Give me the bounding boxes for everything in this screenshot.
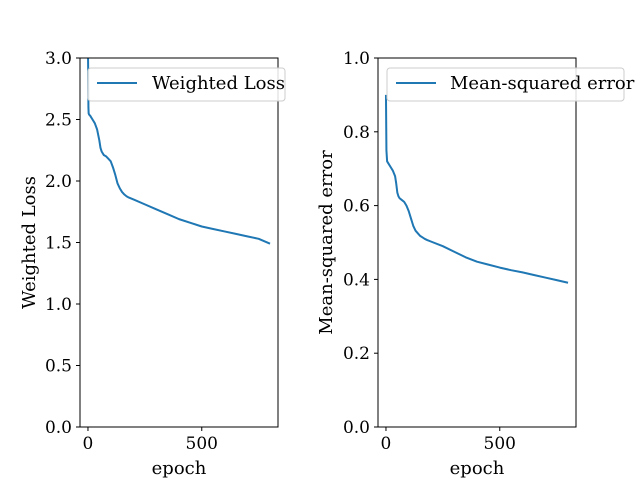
weighted-loss-y-tick-label: 1.0 <box>45 295 72 315</box>
mse-y-tick-label: 0.2 <box>343 344 370 364</box>
mse-legend: Mean-squared error <box>386 67 635 102</box>
weighted-loss-x-tick-label: 500 <box>186 434 218 454</box>
weighted-loss-y-tick-label: 2.5 <box>45 111 72 131</box>
weighted-loss-ticks: 0.0 0.5 1.0 1.5 2.0 2.5 3.0 0 500 <box>45 49 218 454</box>
mse-ticks: 0.0 0.2 0.4 0.6 0.8 1.0 0 500 <box>343 49 516 454</box>
weighted-loss-legend-box <box>87 67 286 102</box>
mse-legend-box <box>386 67 625 102</box>
mse-y-tick-label: 0.0 <box>343 418 370 438</box>
weighted-loss-y-axis-label: Weighted Loss <box>19 176 40 309</box>
mse-x-axis-label: epoch <box>450 458 505 479</box>
mse-axes-frame <box>377 57 577 428</box>
mse-x-tick-label: 500 <box>484 434 516 454</box>
mse-y-tick-label: 0.6 <box>343 197 370 217</box>
weighted-loss-panel: 0.0 0.5 1.0 1.5 2.0 2.5 3.0 0 500 epoch Weighted… <box>19 49 286 479</box>
weighted-loss-series-line <box>87 58 271 245</box>
weighted-loss-y-tick-label: 0.0 <box>45 418 72 438</box>
weighted-loss-y-tick-label: 2.0 <box>45 172 72 192</box>
weighted-loss-plot-area <box>87 58 271 245</box>
weighted-loss-legend-label: Weighted Loss <box>152 73 285 94</box>
mse-legend-label: Mean-squared error <box>450 73 635 94</box>
mse-series-line <box>384 94 569 284</box>
mse-panel: 0.0 0.2 0.4 0.6 0.8 1.0 0 500 epoch Mean-square… <box>316 49 635 479</box>
mse-y-tick-label: 0.4 <box>343 270 370 290</box>
weighted-loss-y-tick-label: 0.5 <box>45 357 72 377</box>
weighted-loss-legend: Weighted Loss <box>87 67 286 102</box>
weighted-loss-x-tick-label: 0 <box>83 434 94 454</box>
mse-plot-area <box>384 94 569 284</box>
mse-y-tick-label: 1.0 <box>343 49 370 69</box>
weighted-loss-y-tick-label: 3.0 <box>45 49 72 69</box>
mse-y-axis-label: Mean-squared error <box>316 150 337 335</box>
mse-y-tick-label: 0.8 <box>343 123 370 143</box>
mse-x-tick-label: 0 <box>381 434 392 454</box>
weighted-loss-y-tick-label: 1.5 <box>45 234 72 254</box>
weighted-loss-x-axis-label: epoch <box>152 458 207 479</box>
